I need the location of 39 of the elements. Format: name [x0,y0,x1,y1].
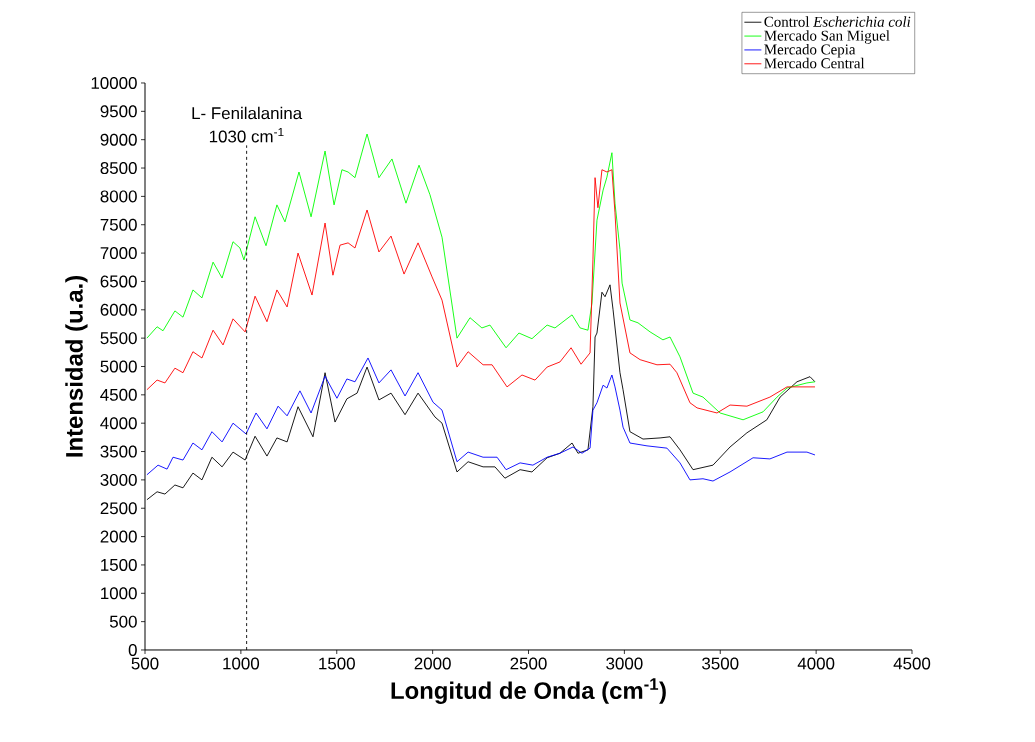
y-tick-label: 7000 [100,247,137,260]
y-tick-label: 0 [128,643,137,656]
annotation: L- Fenilalanina [192,106,303,120]
y-tick-label: 6000 [100,303,137,316]
y-tick-label: 6500 [100,275,137,288]
y-tick-label: 8500 [100,162,137,175]
y-tick-label: 7500 [100,218,137,231]
y-tick-label: 3500 [100,445,137,458]
y-tick-label: 10000 [91,76,137,89]
legend-label: Mercado Cepia [764,44,856,58]
y-axis-title: Intensidad (u.a.) [65,276,88,457]
y-tick-label: 4000 [100,417,137,430]
y-tick-label: 8000 [100,190,137,203]
y-tick-label: 3000 [100,473,137,486]
y-tick-label: 4500 [100,388,137,401]
y-tick-label: 2000 [100,530,137,543]
legend-label: Mercado Central [764,57,865,69]
y-tick-label: 1000 [101,587,137,600]
y-tick-label: 9000 [100,133,137,146]
ref-line-label: 1030 cm$^{-1}$ [209,127,284,143]
x-axis-title: Longitud de Onda (cm$^{-1}$) [391,678,666,704]
x-tick-label: 2000 [414,657,451,670]
x-tick-label: 1000 [223,657,260,670]
x-tick-label: 4500 [893,657,931,670]
y-tick-label: 9500 [100,105,137,118]
x-tick-label: 4000 [797,657,835,670]
x-tick-label: 500 [131,657,159,670]
y-tick-label: 1500 [101,558,137,571]
x-tick-label: 3000 [606,657,643,670]
x-tick-label: 1500 [319,657,355,670]
y-tick-label: 5000 [100,360,137,373]
legend-label: Control Escherichia coli [764,16,911,27]
line-series [146,357,816,482]
x-tick-label: 3500 [702,657,739,670]
y-tick-label: 5500 [100,332,137,345]
legend-label: Mercado San Miguel [764,30,890,44]
y-tick-label: 2500 [100,502,137,515]
x-tick-label: 2500 [510,657,547,670]
y-tick-label: 500 [109,615,137,628]
